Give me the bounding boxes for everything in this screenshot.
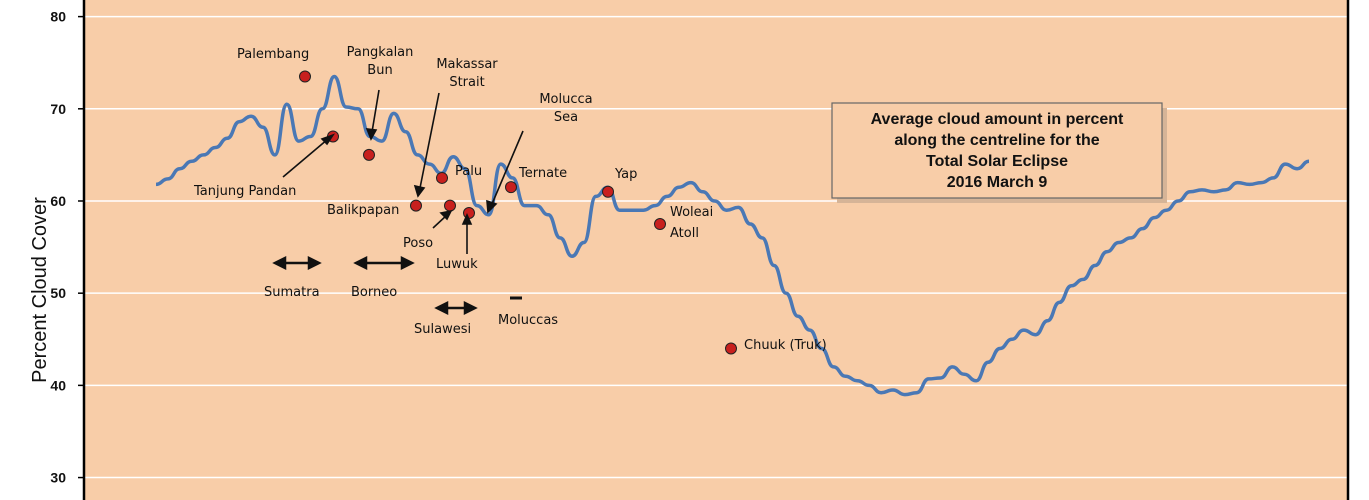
label-pangkalan-bun-line-1: Pangkalan <box>347 45 414 60</box>
info-box: Average cloud amount in percent along th… <box>831 102 1167 203</box>
region-label-sumatra: Sumatra <box>264 285 320 300</box>
marker-palu <box>436 171 448 184</box>
pointer-makassar-head <box>413 184 426 198</box>
label-makassar-line-1: Makassar <box>436 57 498 72</box>
region-arrow-borneo-right <box>400 255 415 271</box>
label-woleai-atoll: Woleai Atoll <box>670 205 713 241</box>
marker-palembang <box>299 70 311 83</box>
label-pangkalan-bun-line-2: Bun <box>367 63 392 78</box>
label-makassar-strait: Makassar Strait <box>436 57 498 90</box>
region-labels: Sumatra Borneo Sulawesi Moluccas <box>264 285 558 337</box>
label-molucca-line-1: Molucca <box>539 92 592 107</box>
series-layer <box>155 74 1310 397</box>
marker-chuuk-truk <box>725 342 737 355</box>
pointer-poso-head <box>439 209 453 221</box>
y-tick-labels: 30 40 50 60 70 80 <box>50 9 66 486</box>
marker-yap <box>602 185 614 198</box>
pointer-tanjung-pandan <box>282 138 329 178</box>
marker-balikpapan <box>410 199 422 212</box>
label-chuuk: Chuuk (Truk) <box>744 338 827 353</box>
y-tick-label-30: 30 <box>50 470 66 486</box>
region-arrow-sumatra-left <box>272 255 287 271</box>
info-box-line-1: Average cloud amount in percent <box>871 111 1124 128</box>
label-pangkalan-bun: Pangkalan Bun <box>347 45 414 78</box>
y-tick-label-70: 70 <box>50 101 66 117</box>
pointer-pangkalan-bun-head <box>365 128 378 141</box>
label-balikpapan: Balikpapan <box>327 203 399 218</box>
cloud-cover-series-line <box>155 74 1310 397</box>
info-box-line-4: 2016 March 9 <box>947 174 1048 191</box>
marker-luwuk <box>463 206 475 219</box>
pointer-arrows <box>282 89 524 254</box>
marker-pangkalan-bun <box>363 148 375 161</box>
label-yap: Yap <box>614 167 637 182</box>
label-palembang: Palembang <box>237 47 309 62</box>
pointer-tanjung-pandan-head <box>320 133 336 146</box>
info-box-line-3: Total Solar Eclipse <box>926 153 1068 170</box>
label-poso: Poso <box>403 236 433 251</box>
region-arrow-sulawesi-right <box>463 300 478 316</box>
marker-woleai-atoll <box>654 218 666 231</box>
marker-ternate <box>505 181 517 194</box>
label-woleai-line-1: Woleai <box>670 205 713 220</box>
pointer-luwuk-head <box>461 213 473 225</box>
region-arrow-sulawesi-left <box>434 300 449 316</box>
label-molucca-line-2: Sea <box>554 110 578 125</box>
label-palu: Palu <box>455 164 482 179</box>
pointer-molucca-head <box>486 199 498 214</box>
region-arrows <box>272 255 522 316</box>
y-axis-label: Percent Cloud Cover <box>29 197 51 383</box>
label-luwuk: Luwuk <box>436 257 478 272</box>
y-tick-label-60: 60 <box>50 193 66 209</box>
y-tick-label-80: 80 <box>50 9 66 25</box>
info-box-line-2: along the centreline for the <box>894 132 1099 149</box>
annotation-labels: Palembang Pangkalan Bun Makassar Strait Mo… <box>193 45 827 353</box>
location-markers <box>299 70 737 355</box>
pointer-pangkalan-bun <box>371 89 380 133</box>
pointer-molucca <box>491 130 524 205</box>
region-label-borneo: Borneo <box>351 285 397 300</box>
plot-background <box>84 0 1349 500</box>
label-woleai-line-2: Atoll <box>670 226 699 241</box>
region-arrow-sumatra-right <box>307 255 322 271</box>
y-tick-label-50: 50 <box>50 285 66 301</box>
label-molucca-sea: Molucca Sea <box>539 92 592 125</box>
label-makassar-line-2: Strait <box>449 75 484 90</box>
label-tanjung-pandan: Tanjung Pandan <box>193 184 296 199</box>
label-ternate: Ternate <box>518 166 567 181</box>
pointer-makassar <box>419 92 440 189</box>
region-arrow-borneo-left <box>353 255 368 271</box>
info-box-frame <box>831 102 1163 199</box>
y-tick-label-40: 40 <box>50 377 66 393</box>
region-label-moluccas: Moluccas <box>498 313 558 328</box>
marker-poso <box>444 199 456 212</box>
region-label-sulawesi: Sulawesi <box>414 322 471 337</box>
